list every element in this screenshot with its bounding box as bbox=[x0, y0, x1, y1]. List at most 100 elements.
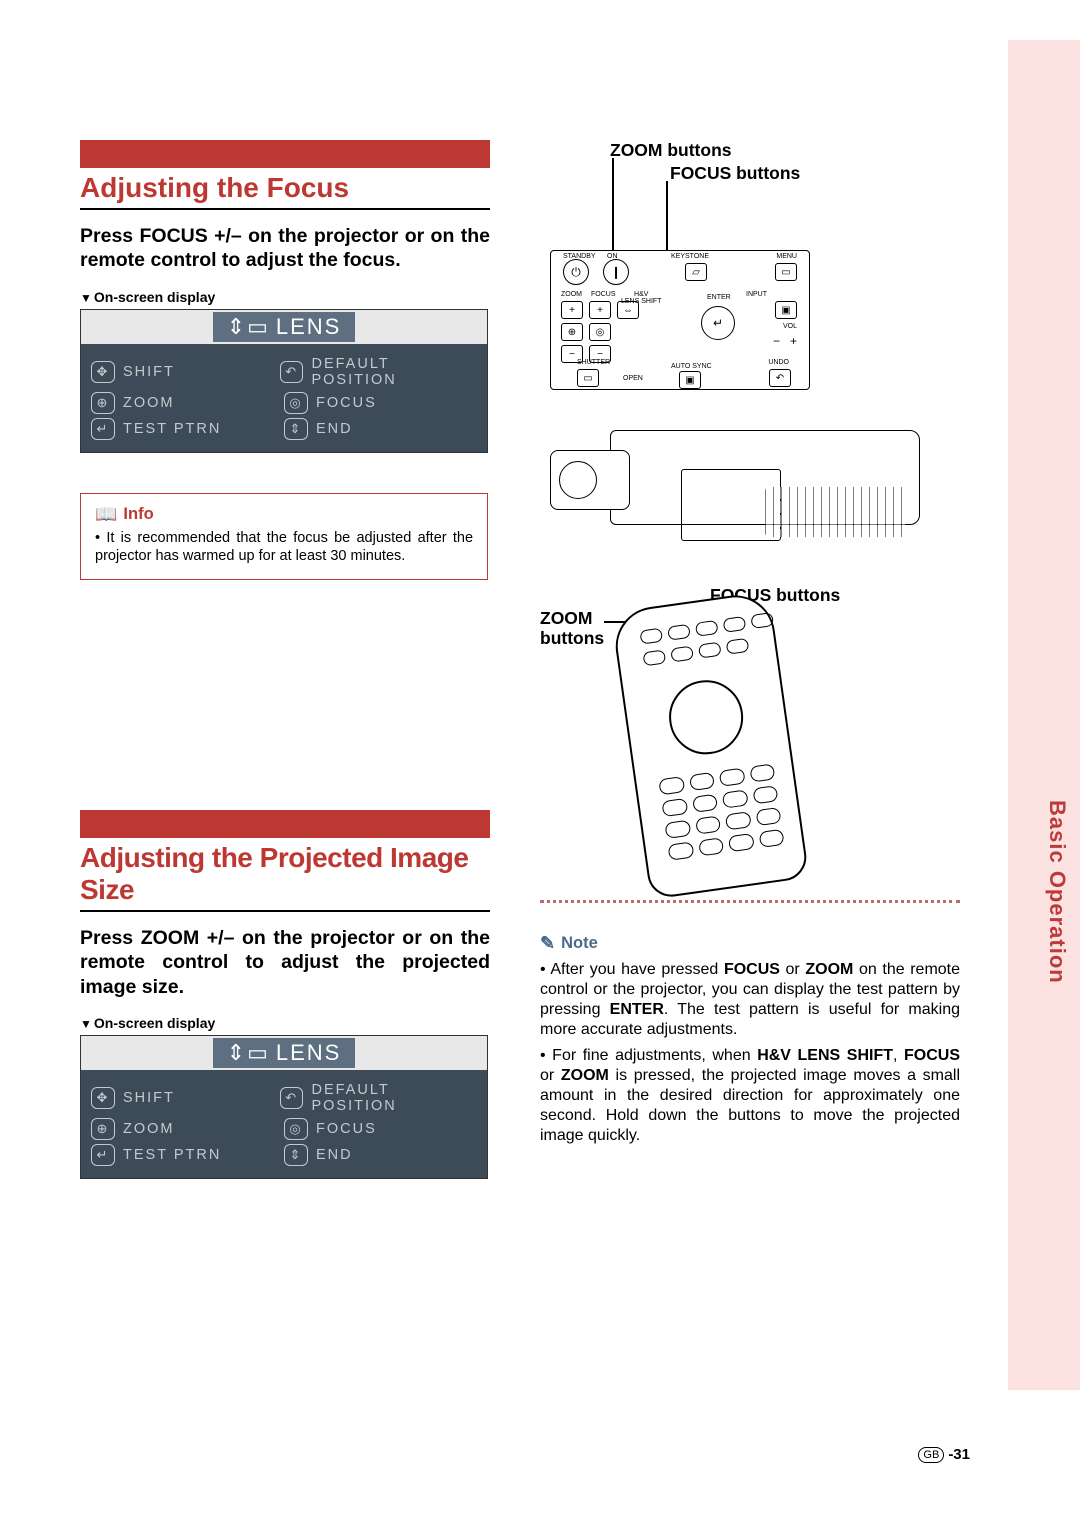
callout-focus-top: FOCUS buttons bbox=[670, 163, 800, 184]
input-label: INPUT bbox=[746, 291, 767, 298]
undo-button[interactable]: ↶ bbox=[769, 369, 791, 387]
remote-button[interactable] bbox=[658, 776, 684, 795]
zoom-plus-button[interactable]: + bbox=[561, 301, 583, 319]
lens-osd-panel-1: ⇕▭ LENS ✥SHIFT ↶DEFAULT POSITION ⊕ZOOM ◎… bbox=[80, 309, 488, 453]
remote-button[interactable] bbox=[758, 829, 784, 848]
section1-instruction: Press FOCUS +/– on the projector or on t… bbox=[80, 224, 490, 273]
info-box: 📖 Info It is recommended that the focus … bbox=[80, 493, 488, 580]
section-divider bbox=[80, 140, 490, 168]
zoom-mid-button[interactable]: ⊕ bbox=[561, 323, 583, 341]
text: Press bbox=[80, 927, 141, 949]
standby-button[interactable]: ⏻ bbox=[563, 259, 589, 285]
text: or bbox=[780, 961, 805, 978]
text: For fine adjustments, when bbox=[552, 1047, 757, 1064]
vol-minus[interactable]: − bbox=[773, 334, 780, 348]
remote-button[interactable] bbox=[689, 772, 715, 791]
note-heading-row: ✎ Note bbox=[540, 933, 1010, 954]
input-button[interactable]: ▣ bbox=[775, 301, 797, 319]
zoom-icon: ⊕ bbox=[91, 392, 115, 414]
page-number-text: -31 bbox=[948, 1446, 970, 1463]
remote-button[interactable] bbox=[752, 785, 778, 804]
vol-plus[interactable]: + bbox=[790, 334, 797, 348]
keyword: FOCUS +/– bbox=[139, 225, 241, 247]
lens-header: ⇕▭ LENS bbox=[81, 310, 487, 344]
autosync-button[interactable]: ▣ bbox=[679, 371, 701, 389]
remote-button[interactable] bbox=[642, 649, 666, 666]
remote-button[interactable] bbox=[726, 638, 750, 655]
shutter-open-button[interactable]: ▭ bbox=[577, 369, 599, 387]
osd-label-1: On-screen display bbox=[80, 289, 490, 305]
test-icon: ↵ bbox=[91, 1144, 115, 1166]
remote-button[interactable] bbox=[698, 837, 724, 856]
test-label: TEST PTRN bbox=[123, 1147, 221, 1163]
remote-button[interactable] bbox=[750, 612, 774, 629]
remote-button[interactable] bbox=[695, 815, 721, 834]
section1-title: Adjusting the Focus bbox=[80, 172, 490, 210]
note-p2: For fine adjustments, when H&V LENS SHIF… bbox=[540, 1046, 960, 1146]
note-heading: Note bbox=[561, 934, 598, 953]
zoom-icon: ⊕ bbox=[91, 1118, 115, 1140]
remote-button[interactable] bbox=[639, 628, 663, 645]
on-button[interactable]: ❙ bbox=[603, 259, 629, 285]
text: After you have pressed bbox=[550, 961, 724, 978]
enter-label: ENTER bbox=[707, 294, 731, 301]
shutter-label: SHUTTER bbox=[577, 359, 610, 366]
shift-label: SHIFT bbox=[123, 364, 175, 380]
default-icon: ↶ bbox=[280, 361, 304, 383]
focus-icon: ◎ bbox=[284, 392, 308, 414]
keyword: ENTER bbox=[610, 1001, 664, 1018]
remote-button[interactable] bbox=[725, 811, 751, 830]
keyword: ZOOM bbox=[561, 1067, 609, 1084]
end-icon: ⇕ bbox=[284, 1144, 308, 1166]
remote-button[interactable] bbox=[692, 794, 718, 813]
keyword: ZOOM bbox=[805, 961, 853, 978]
section-divider bbox=[80, 810, 490, 838]
lens-header: ⇕▭ LENS bbox=[81, 1036, 487, 1070]
remote-button[interactable] bbox=[667, 624, 691, 641]
remote-diagram bbox=[540, 600, 870, 900]
remote-button[interactable] bbox=[670, 646, 694, 663]
pencil-icon: ✎ bbox=[540, 933, 555, 954]
page-number: GB -31 bbox=[918, 1446, 970, 1463]
end-label: END bbox=[316, 421, 353, 437]
shift-label: SHIFT bbox=[123, 1090, 175, 1106]
default-icon: ↶ bbox=[280, 1087, 304, 1109]
text: Press bbox=[80, 225, 139, 247]
default-label: DEFAULT POSITION bbox=[311, 1082, 477, 1114]
remote-button[interactable] bbox=[719, 768, 745, 787]
keystone-button[interactable]: ▱ bbox=[685, 263, 707, 281]
remote-button[interactable] bbox=[749, 763, 775, 782]
end-label: END bbox=[316, 1147, 353, 1163]
remote-button[interactable] bbox=[667, 841, 693, 860]
remote-button[interactable] bbox=[698, 642, 722, 659]
zoom-label: ZOOM bbox=[123, 395, 175, 411]
remote-button[interactable] bbox=[695, 620, 719, 637]
remote-button[interactable] bbox=[723, 616, 747, 633]
menu-button[interactable]: ▭ bbox=[775, 263, 797, 281]
note-body: After you have pressed FOCUS or ZOOM on … bbox=[540, 960, 960, 1146]
info-text: It is recommended that the focus be adju… bbox=[95, 529, 473, 565]
hvlens-button[interactable]: ⇔ bbox=[617, 301, 639, 319]
focus-plus-button[interactable]: + bbox=[589, 301, 611, 319]
note-p1: After you have pressed FOCUS or ZOOM on … bbox=[540, 960, 960, 1040]
zoom-label: ZOOM bbox=[561, 291, 582, 298]
keyword: FOCUS bbox=[904, 1047, 960, 1064]
remote-button[interactable] bbox=[664, 820, 690, 839]
section2-instruction: Press ZOOM +/– on the projector or on th… bbox=[80, 926, 490, 999]
enter-button[interactable]: ↵ bbox=[701, 306, 735, 340]
vol-label: VOL bbox=[783, 323, 797, 330]
focus-label: FOCUS bbox=[316, 395, 377, 411]
remote-button[interactable] bbox=[728, 833, 754, 852]
lens-header-text: LENS bbox=[276, 1040, 341, 1066]
default-label: DEFAULT POSITION bbox=[311, 356, 477, 388]
remote-button[interactable] bbox=[722, 789, 748, 808]
side-tab-label: Basic Operation bbox=[1044, 800, 1070, 984]
page-code: GB bbox=[918, 1447, 944, 1463]
remote-button[interactable] bbox=[661, 798, 687, 817]
focus-mid-button[interactable]: ◎ bbox=[589, 323, 611, 341]
book-icon: 📖 bbox=[95, 504, 117, 525]
projector-diagram: STANDBY ON KEYSTONE MENU ⏻ ❙ ▱ ▭ ZOOM FO… bbox=[540, 250, 940, 560]
remote-button[interactable] bbox=[755, 807, 781, 826]
side-tab: Basic Operation bbox=[1008, 40, 1080, 1390]
zoom-label: ZOOM bbox=[123, 1121, 175, 1137]
